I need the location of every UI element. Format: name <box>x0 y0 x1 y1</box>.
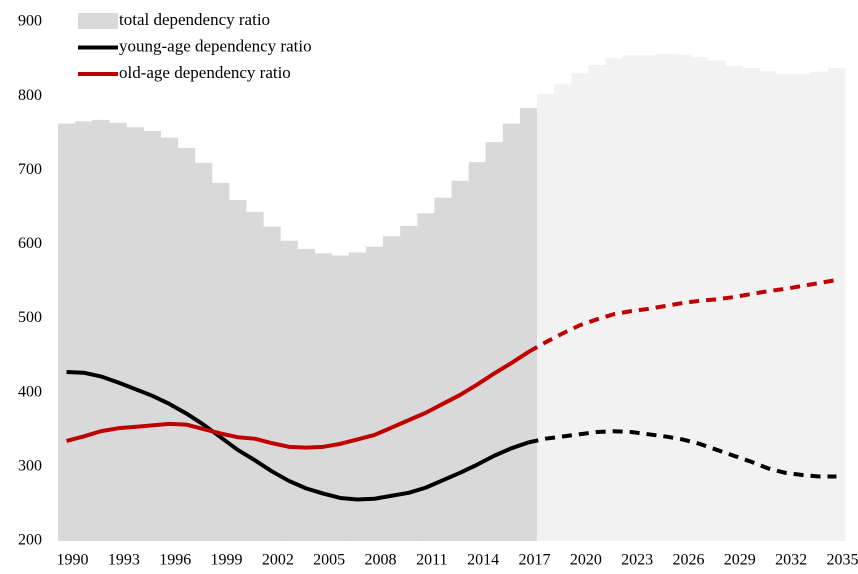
x-tick-label: 1996 <box>159 552 191 569</box>
bar <box>776 73 794 542</box>
bar <box>297 248 315 541</box>
bar <box>126 127 144 541</box>
bar <box>622 55 640 541</box>
x-tick-label: 2023 <box>621 552 653 569</box>
x-tick-label: 2026 <box>672 552 704 569</box>
bar <box>383 236 401 541</box>
bar <box>554 84 572 541</box>
line <box>527 278 837 354</box>
bar <box>827 67 846 542</box>
bar <box>485 142 504 541</box>
bar <box>742 67 760 542</box>
line <box>66 350 530 450</box>
y-tick-label: 800 <box>18 87 42 104</box>
bar <box>75 121 93 541</box>
x-tick-label: 2029 <box>724 552 756 569</box>
bar <box>194 162 213 541</box>
bar <box>725 65 743 541</box>
bar <box>502 123 521 541</box>
bar <box>211 182 230 541</box>
y-tick-label: 500 <box>18 309 42 326</box>
bar <box>417 213 435 541</box>
x-tick-label: 2017 <box>518 552 550 569</box>
bar <box>400 225 418 541</box>
x-tick-label: 1993 <box>108 552 140 569</box>
bar <box>143 130 161 542</box>
x-tick-label: 2005 <box>313 552 345 569</box>
bar <box>246 211 264 541</box>
x-tick-label: 2014 <box>467 552 499 569</box>
bar <box>263 226 281 542</box>
bar <box>708 60 726 541</box>
bar <box>605 58 623 542</box>
bar <box>691 56 709 542</box>
bar <box>314 253 333 541</box>
x-tick-label: 2020 <box>570 552 602 569</box>
legend-label: young-age dependency ratio <box>119 36 312 55</box>
bar <box>571 73 589 541</box>
bar <box>519 108 538 542</box>
bar <box>656 53 675 541</box>
y-tick-label: 600 <box>18 235 42 252</box>
legend-label: old-age dependency ratio <box>119 63 291 82</box>
bar <box>160 137 179 542</box>
y-tick-label: 300 <box>18 458 42 475</box>
bar <box>639 55 658 541</box>
legend-label: total dependency ratio <box>119 10 270 29</box>
y-tick-label: 700 <box>18 161 42 178</box>
bar <box>177 148 196 542</box>
x-tick-label: 2008 <box>365 552 397 569</box>
x-tick-label: 2002 <box>262 552 294 569</box>
bar <box>588 65 606 541</box>
bar <box>331 255 350 542</box>
bar <box>537 93 555 541</box>
bar <box>58 123 76 541</box>
bar <box>434 197 452 541</box>
bar <box>793 73 812 542</box>
y-tick-label: 400 <box>18 383 42 400</box>
bar <box>229 199 247 541</box>
bar <box>673 54 692 541</box>
legend-swatch <box>78 13 118 29</box>
x-tick-label: 2035 <box>826 552 858 569</box>
bar <box>468 162 487 541</box>
x-tick-label: 1990 <box>57 552 89 569</box>
bar <box>109 122 127 541</box>
y-tick-label: 900 <box>18 13 42 30</box>
line <box>66 369 530 502</box>
bar <box>92 119 110 542</box>
bar <box>759 70 777 541</box>
bar <box>365 246 384 541</box>
x-tick-label: 2011 <box>416 552 447 569</box>
bar <box>810 71 829 541</box>
x-tick-label: 2032 <box>775 552 807 569</box>
bar <box>280 240 298 541</box>
x-tick-label: 1999 <box>211 552 243 569</box>
line <box>528 429 837 479</box>
y-tick-label: 200 <box>18 532 42 549</box>
bar <box>348 252 367 541</box>
bar <box>451 180 469 541</box>
